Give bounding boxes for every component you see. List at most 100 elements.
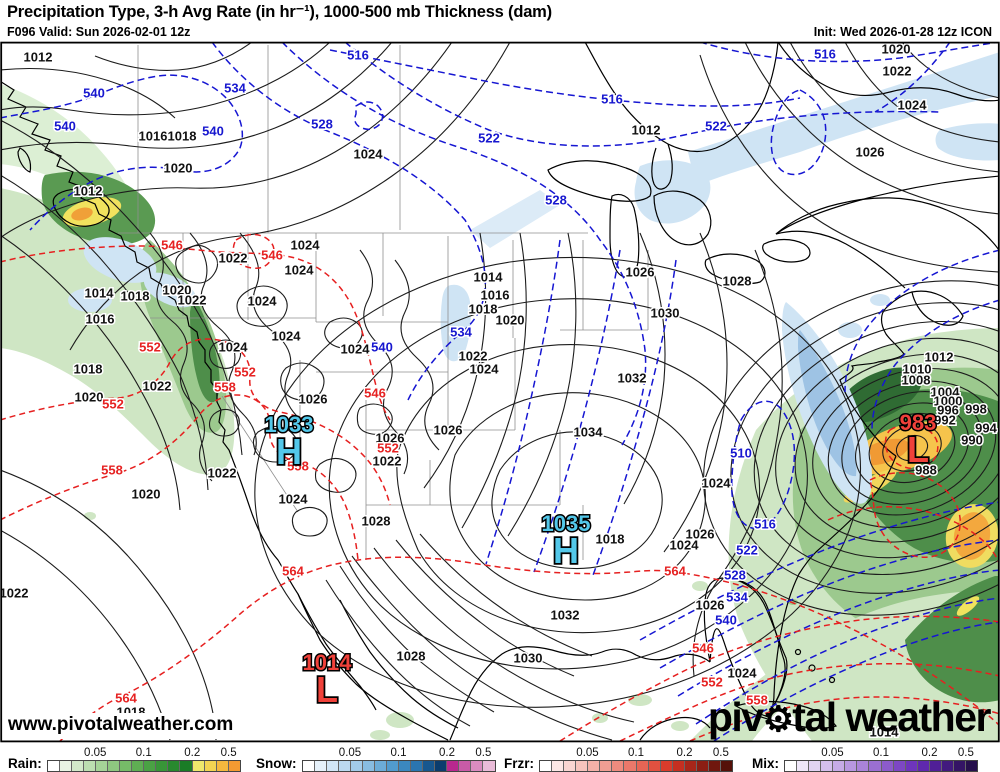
legend-colorbar	[539, 760, 733, 772]
legend-swatch	[192, 761, 205, 771]
contour-label: 552	[139, 340, 161, 355]
contour-label: 1020	[132, 487, 161, 502]
legend-swatch	[447, 761, 460, 771]
legend-swatch	[96, 761, 109, 771]
contour-label: 1020	[75, 390, 104, 405]
legend-label: Mix:	[752, 756, 779, 771]
contour-label: 1024	[354, 147, 384, 162]
legend-scale-frzr: Frzr: 0.05 0.1 0.2 0.5	[504, 744, 752, 772]
contour-label: 998	[965, 402, 987, 417]
coastlines	[2, 43, 998, 741]
pressure-letter: L	[316, 669, 338, 710]
contour-label: 1020	[163, 283, 192, 298]
precip-shading	[2, 52, 998, 741]
pressure-value: 1033	[265, 412, 314, 437]
contour-label: 1024	[219, 340, 249, 355]
contour-label: 522	[478, 131, 500, 146]
contour-label: 1018	[168, 129, 197, 144]
contour-label: 1012	[74, 184, 103, 199]
contour-label: 1010	[903, 362, 932, 377]
legend-swatch	[833, 761, 846, 771]
pressure-letter: H	[276, 431, 302, 472]
pressure-value: 983	[900, 410, 937, 435]
contour-label: 558	[746, 693, 768, 708]
legend-swatch	[929, 761, 942, 771]
contour-label: 1000	[934, 394, 963, 409]
legend-tick: 0.1	[390, 747, 407, 759]
contour-label: 546	[692, 641, 714, 656]
pressure-value: 1014	[303, 650, 353, 675]
contour-label: 516	[754, 517, 776, 532]
contour-label: 528	[724, 568, 746, 583]
contour-label: 1024	[898, 98, 928, 113]
contour-label: 564	[664, 564, 686, 579]
legend-swatch	[869, 761, 882, 771]
contour-label: 1022	[883, 64, 912, 79]
legend-label: Snow:	[256, 756, 297, 771]
contour-label: 546	[261, 248, 283, 263]
legend-swatch	[168, 761, 181, 771]
contour-label: 1024	[728, 666, 758, 681]
contour-label: 1026	[856, 145, 885, 160]
legend-swatch	[552, 761, 565, 771]
legend-swatch	[648, 761, 661, 771]
legend-tick: 0.2	[184, 747, 201, 759]
contour-label: 1026	[686, 527, 715, 542]
legend-label: Rain:	[8, 756, 42, 771]
contour-label: 1014	[85, 286, 115, 301]
contour-label: 540	[371, 340, 393, 355]
legend-swatch	[471, 761, 484, 771]
legend-swatch	[845, 761, 858, 771]
contour-label: 1030	[651, 306, 680, 321]
contour-label: 1020	[496, 313, 525, 328]
contour-label: 1016	[86, 312, 115, 327]
contour-label: 558	[287, 459, 309, 474]
legend-swatch	[302, 761, 315, 771]
legend-tick: 0.05	[576, 747, 599, 759]
contour-label: 1008	[902, 373, 931, 388]
legend-tick: 0.05	[821, 747, 844, 759]
legend-swatch	[435, 761, 448, 771]
logo-text: piv	[707, 694, 764, 740]
contour-label: 992	[934, 413, 956, 428]
legend-swatch	[684, 761, 697, 771]
contour-label: 1020	[882, 42, 911, 57]
contour-label: 1032	[551, 608, 580, 623]
contour-label: 1014	[870, 725, 900, 740]
legend-swatch	[399, 761, 412, 771]
legend-swatch	[350, 761, 363, 771]
contour-label: 1024	[341, 342, 371, 357]
legend-swatch	[797, 761, 810, 771]
contour-label: 1030	[514, 651, 543, 666]
legend-swatch	[374, 761, 387, 771]
legend-swatch	[905, 761, 918, 771]
legend-swatch	[180, 761, 193, 771]
map-frame	[0, 41, 1000, 743]
contour-label: 1020	[164, 161, 193, 176]
contour-label: 564	[115, 691, 137, 706]
legend-swatch	[564, 761, 577, 771]
legend-swatch	[917, 761, 930, 771]
init-time: Init: Wed 2026-01-28 12z ICON	[813, 25, 992, 39]
contour-label: 1018	[121, 289, 150, 304]
legend-swatch	[83, 761, 96, 771]
contour-label: 1024	[272, 329, 302, 344]
contour-label: 1024	[248, 294, 278, 309]
contour-label: 528	[545, 193, 567, 208]
legend-swatch	[893, 761, 906, 771]
contour-label: 516	[601, 92, 623, 107]
legend-swatch	[576, 761, 589, 771]
contour-label: 540	[202, 124, 224, 139]
contour-label: 534	[726, 590, 748, 605]
contour-label: 1032	[618, 371, 647, 386]
legend-swatch	[483, 761, 495, 771]
legend-swatch	[423, 761, 436, 771]
legend-tick: 0.1	[135, 747, 152, 759]
legend-swatch	[624, 761, 637, 771]
legend-tick: 0.2	[676, 747, 693, 759]
contour-label: 1018	[74, 362, 103, 377]
contour-label: 1024	[670, 538, 700, 553]
contour-label: 546	[364, 386, 386, 401]
